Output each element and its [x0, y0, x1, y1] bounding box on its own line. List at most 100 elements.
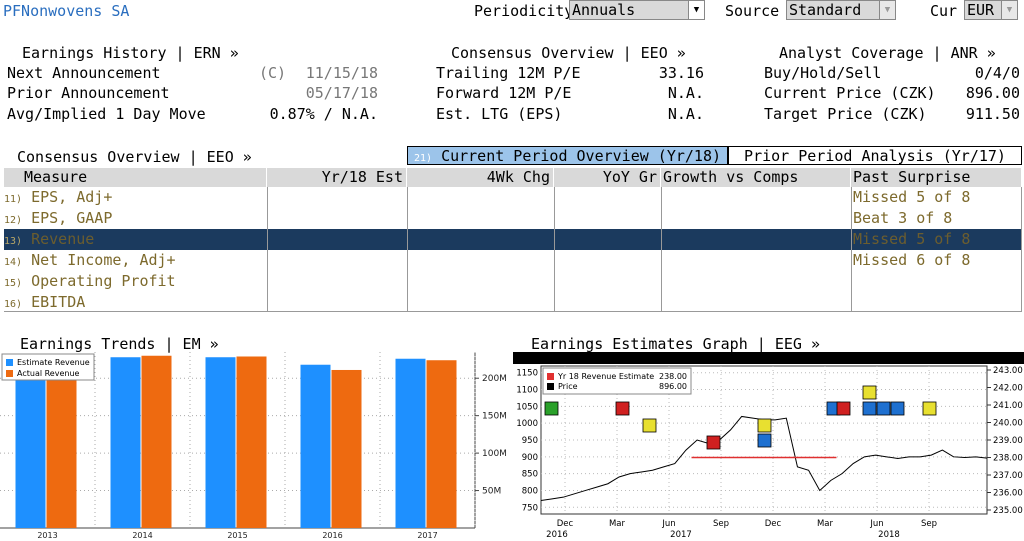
- x-year-label: 2017: [670, 530, 692, 540]
- source-dropdown[interactable]: Standard ▼: [786, 0, 896, 20]
- source-value: Standard: [789, 1, 862, 19]
- bar-estimate: [205, 357, 236, 528]
- trailing-pe-value: 33.16: [658, 64, 704, 82]
- x-month-label: Dec: [765, 519, 782, 529]
- left-tick-label: 1050: [516, 402, 538, 412]
- column-divider: [407, 187, 408, 311]
- x-tick-label: 2013: [37, 531, 57, 540]
- x-month-label: Sep: [713, 519, 729, 529]
- currency-dropdown[interactable]: EUR ▼: [964, 0, 1018, 20]
- row-number: 15): [4, 278, 23, 289]
- periodicity-label: Periodicity: [474, 2, 574, 20]
- target-price-value: 911.50: [965, 105, 1020, 123]
- prior-announcement-date: 05/17/18: [305, 84, 378, 102]
- consensus-table-title[interactable]: Consensus Overview | EEO »: [17, 148, 252, 166]
- x-year-label: 2016: [546, 530, 568, 540]
- row-number: 12): [4, 215, 23, 226]
- row-measure: EPS, GAAP: [31, 209, 113, 227]
- right-tick-label: 239.00: [993, 436, 1023, 446]
- table-row[interactable]: 11) EPS, Adj+ Missed 5 of 8: [4, 187, 1022, 208]
- x-month-label: Dec: [557, 519, 574, 529]
- chevron-down-icon[interactable]: ▼: [879, 1, 895, 19]
- table-row[interactable]: 16) EBITDA: [4, 292, 1022, 313]
- bar-estimate: [110, 357, 141, 528]
- ltg-label: Est. LTG (EPS): [436, 105, 563, 123]
- legend-label: Actual Revenue: [17, 369, 80, 378]
- event-marker-icon: [862, 401, 877, 416]
- company-name[interactable]: PFNonwovens SA: [3, 2, 130, 20]
- chart-top-band: [513, 352, 1024, 364]
- earnings-estimates-title[interactable]: Earnings Estimates Graph | EEG »: [531, 335, 820, 353]
- earnings-trends-chart: 50M 100M 150M 200M 2013 2014 2015 2016 2017 Estim…: [0, 352, 507, 540]
- table-row-selected[interactable]: 13) Revenue Missed 5 of 8: [4, 229, 1022, 250]
- consensus-overview-title[interactable]: Consensus Overview | EEO »: [451, 44, 686, 62]
- left-tick-label: 800: [522, 486, 538, 496]
- event-marker-icon: [890, 401, 905, 416]
- row-measure: EPS, Adj+: [31, 188, 113, 206]
- current-price-label: Current Price (CZK): [764, 84, 936, 102]
- event-marker-icon: [642, 418, 657, 433]
- x-year-label: 2018: [878, 530, 900, 540]
- col-measure[interactable]: Measure: [4, 168, 267, 187]
- x-tick-label: 2014: [132, 531, 152, 540]
- event-marker-icon: [922, 401, 937, 416]
- periodicity-dropdown[interactable]: Annuals ▼: [569, 0, 705, 20]
- y-tick-label: 100M: [482, 449, 507, 459]
- col-4wk-chg[interactable]: 4Wk Chg: [407, 168, 554, 187]
- right-tick-label: 236.00: [993, 489, 1023, 499]
- table-row[interactable]: 15) Operating Profit: [4, 271, 1022, 292]
- implied-move-label: Avg/Implied 1 Day Move: [7, 105, 206, 123]
- next-announcement-label: Next Announcement: [7, 64, 161, 82]
- legend-swatch: [6, 359, 13, 366]
- chevron-down-icon[interactable]: ▼: [1001, 1, 1017, 19]
- bar-estimate: [15, 376, 46, 528]
- event-marker-icon: [757, 418, 772, 433]
- left-tick-label: 950: [522, 436, 538, 446]
- bar-actual: [46, 378, 77, 528]
- col-yoy-gr[interactable]: YoY Gr: [554, 168, 661, 187]
- earnings-history-title[interactable]: Earnings History | ERN »: [22, 44, 239, 62]
- column-divider: [554, 187, 555, 311]
- table-row[interactable]: 12) EPS, GAAP Beat 3 of 8: [4, 208, 1022, 229]
- col-yr18-est[interactable]: Yr/18 Est: [267, 168, 407, 187]
- currency-value: EUR: [967, 1, 995, 19]
- analyst-coverage-title[interactable]: Analyst Coverage | ANR »: [779, 44, 996, 62]
- legend-swatch: [547, 373, 554, 380]
- event-marker-icon: [876, 401, 891, 416]
- left-tick-label: 900: [522, 453, 538, 463]
- x-month-label: Jun: [661, 519, 675, 529]
- column-divider: [1021, 187, 1022, 311]
- legend-value: 238.00: [659, 372, 687, 381]
- legend-value: 896.00: [659, 382, 687, 391]
- col-past-surprise[interactable]: Past Surprise: [851, 168, 1022, 187]
- row-surprise: Missed 5 of 8: [853, 230, 971, 248]
- right-tick-label: 240.00: [993, 419, 1023, 429]
- row-surprise: Missed 6 of 8: [853, 251, 971, 269]
- row-surprise: Beat 3 of 8: [853, 209, 953, 227]
- chevron-down-icon[interactable]: ▼: [688, 1, 704, 19]
- left-tick-label: 1150: [516, 369, 538, 379]
- y-tick-label: 50M: [482, 487, 501, 497]
- earnings-trends-title[interactable]: Earnings Trends | EM »: [20, 335, 219, 353]
- legend-box: [542, 367, 692, 395]
- col-growth-vs-comps[interactable]: Growth vs Comps: [661, 168, 851, 187]
- periodicity-value: Annuals: [572, 1, 636, 19]
- right-tick-label: 242.00: [993, 384, 1023, 394]
- tab-current-period-label: Current Period Overview (Yr/18): [441, 147, 722, 165]
- tab-current-period[interactable]: 21) Current Period Overview (Yr/18): [407, 146, 728, 165]
- target-price-label: Target Price (CZK): [764, 105, 927, 123]
- source-label: Source: [725, 2, 780, 20]
- left-tick-label: 1000: [516, 419, 538, 429]
- table-row[interactable]: 14) Net Income, Adj+ Missed 6 of 8: [4, 250, 1022, 271]
- x-month-label: Mar: [817, 519, 834, 529]
- ltg-value: N.A.: [667, 105, 704, 123]
- event-marker-icon: [544, 401, 559, 416]
- x-month-label: Jun: [869, 519, 883, 529]
- bar-actual: [236, 356, 267, 528]
- tab-prior-period-label: Prior Period Analysis (Yr/17): [744, 147, 1006, 165]
- legend-label: Yr 18 Revenue Estimate: [557, 372, 654, 381]
- prior-announcement-label: Prior Announcement: [7, 84, 170, 102]
- tab-prior-period[interactable]: Prior Period Analysis (Yr/17): [728, 146, 1022, 165]
- row-measure: EBITDA: [31, 293, 86, 311]
- implied-move-value: 0.87% / N.A.: [269, 105, 378, 123]
